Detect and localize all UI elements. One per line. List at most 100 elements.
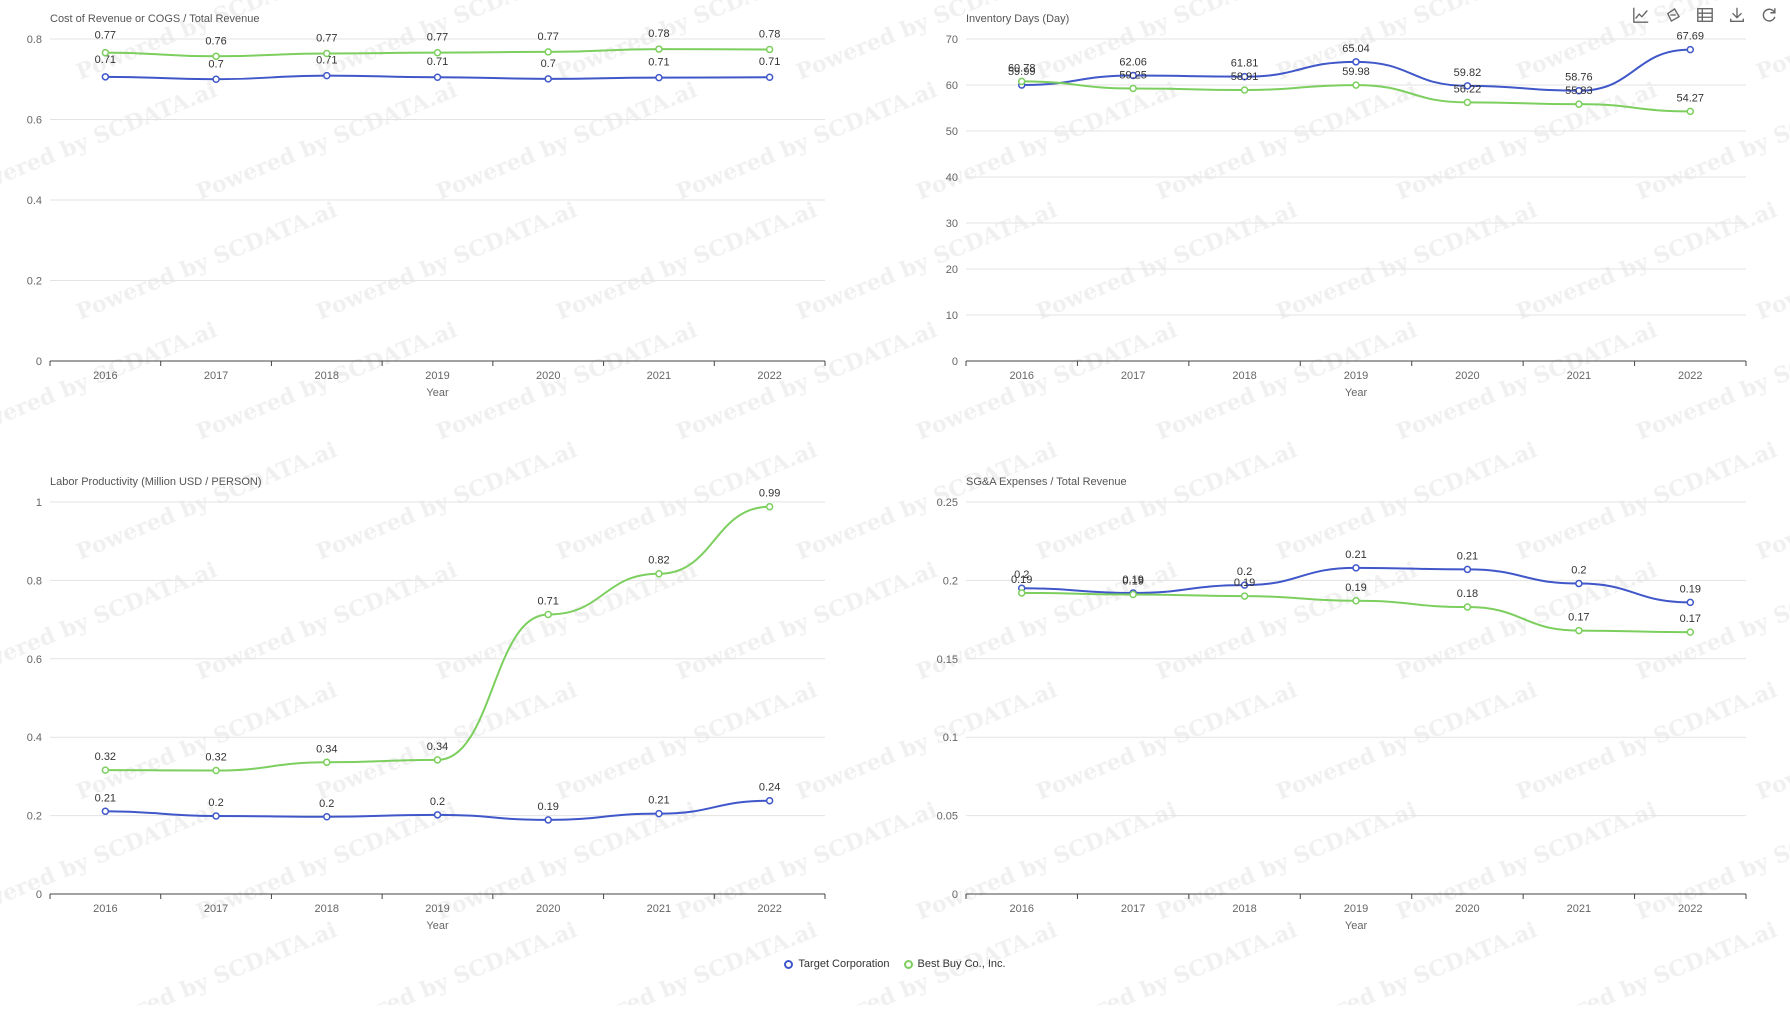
cogs-ratio-xtick-label: 2021 xyxy=(647,370,671,382)
sga-ratio-target-point xyxy=(1463,565,1472,574)
labor-productivity-target-point xyxy=(433,811,442,819)
cogs-ratio-bestbuy-point xyxy=(101,48,110,57)
line-chart-tool[interactable] xyxy=(1630,4,1652,26)
watermark-text: Powered by SCDATA.ai xyxy=(73,437,341,566)
cogs-ratio-target-data-label: 0.71 xyxy=(648,57,669,69)
labor-productivity-target-point xyxy=(323,813,331,821)
labor-productivity-bestbuy-data-label: 0.32 xyxy=(205,752,226,764)
cogs-ratio-target-point xyxy=(101,73,110,81)
data-view-tool[interactable] xyxy=(1694,4,1716,26)
labor-productivity-xtick-label: 2021 xyxy=(647,903,671,915)
inventory-days-bestbuy-point xyxy=(1575,100,1583,108)
download-tool[interactable] xyxy=(1726,4,1748,26)
inventory-days-target-data-label: 65.04 xyxy=(1342,43,1370,55)
labor-productivity-target-data-label: 0.19 xyxy=(538,801,559,813)
sga-ratio-xtick-label: 2021 xyxy=(1567,903,1591,915)
watermark-text: Powered by SCDATA.ai xyxy=(1153,77,1421,206)
cogs-ratio-bestbuy-point xyxy=(544,48,552,56)
labor-productivity-xtick-label: 2020 xyxy=(536,903,560,915)
cogs-ratio-xtick-label: 2020 xyxy=(536,370,560,382)
labor-productivity-chart: Labor Productivity (Million USD / PERSON… xyxy=(27,476,826,932)
watermark-text: Powered by SCDATA.ai xyxy=(1513,437,1781,566)
cogs-ratio-ytick-label: 0.4 xyxy=(27,195,42,207)
labor-productivity-target-point xyxy=(655,809,663,818)
cogs-ratio-target-point xyxy=(212,75,220,83)
cogs-ratio-x-axis-label: Year xyxy=(426,387,449,399)
inventory-days-chart: Inventory Days (Day) 0 10 20 30 40 50 60 70 2016 2… xyxy=(946,13,1747,399)
inventory-days-target-point xyxy=(1240,72,1249,81)
labor-productivity-target-point xyxy=(101,807,110,816)
cogs-ratio-target-data-label: 0.71 xyxy=(759,56,780,68)
legend-item-target[interactable]: Target Corporation xyxy=(784,958,890,970)
sga-ratio-target-point xyxy=(1352,564,1360,572)
watermark-text: Powered by SCDATA.ai xyxy=(553,197,821,326)
labor-productivity-bestbuy-data-label: 0.82 xyxy=(648,555,669,567)
cogs-ratio-bestbuy-point xyxy=(765,45,774,54)
cogs-ratio-target-point xyxy=(765,73,774,81)
cogs-ratio-target-point xyxy=(433,73,442,81)
sga-ratio-target-data-label: 0.2 xyxy=(1237,566,1252,578)
sga-ratio-xtick-label: 2016 xyxy=(1009,903,1033,915)
labor-productivity-xtick-label: 2019 xyxy=(425,903,449,915)
cogs-ratio-xtick-label: 2022 xyxy=(757,370,781,382)
labor-productivity-target-data-label: 0.21 xyxy=(648,795,669,807)
refresh-tool[interactable] xyxy=(1758,4,1780,26)
legend-swatch-target xyxy=(784,959,794,969)
inventory-days-bestbuy-data-label: 59.98 xyxy=(1342,66,1370,78)
sga-ratio-x-axis-label: Year xyxy=(1345,920,1368,932)
labor-productivity-bestbuy-point xyxy=(101,766,110,774)
watermark-text: Powered by SCDATA.ai xyxy=(673,77,941,206)
legend-label-target: Target Corporation xyxy=(798,958,890,970)
cogs-ratio-bestbuy-data-label: 0.78 xyxy=(648,28,669,40)
line-chart-icon xyxy=(1633,7,1649,23)
cogs-ratio-target-point xyxy=(544,75,552,83)
labor-productivity-xtick-label: 2022 xyxy=(757,903,781,915)
sga-ratio-bestbuy-data-label: 0.17 xyxy=(1568,612,1589,624)
labor-productivity-target-point xyxy=(544,816,552,824)
cogs-ratio-target-data-label: 0.7 xyxy=(541,58,556,70)
inventory-days-xtick-label: 2016 xyxy=(1009,370,1033,382)
watermark-text: Powered by SCDATA.ai xyxy=(193,557,461,686)
cogs-ratio-bestbuy-data-label: 0.77 xyxy=(427,32,448,44)
labor-productivity-ytick-label: 0.6 xyxy=(27,654,42,666)
labor-productivity-ytick-label: 0.8 xyxy=(27,575,42,587)
watermark-text: Powered by SCDATA.ai xyxy=(1513,197,1781,326)
inventory-days-xtick-label: 2018 xyxy=(1232,370,1256,382)
bar-chart-tool[interactable] xyxy=(1662,4,1684,26)
inventory-days-bestbuy-data-label: 56.22 xyxy=(1454,83,1482,95)
cogs-ratio-bestbuy-data-label: 0.77 xyxy=(95,30,116,42)
data-view-icon xyxy=(1697,8,1713,22)
watermark-text: Powered by SCDATA.ai xyxy=(1033,197,1301,326)
inventory-days-bestbuy-data-label: 60.78 xyxy=(1008,62,1036,74)
watermark-text: Powered by SCDATA.ai xyxy=(1273,197,1541,326)
labor-productivity-target-data-label: 0.21 xyxy=(95,792,116,804)
sga-ratio-bestbuy-point xyxy=(1575,626,1583,635)
labor-productivity-ytick-label: 0.2 xyxy=(27,811,42,823)
inventory-days-bestbuy-data-label: 54.27 xyxy=(1677,92,1705,104)
watermark-text: Powered by SCDATA.ai xyxy=(553,677,821,806)
inventory-days-ytick-label: 70 xyxy=(946,34,958,46)
labor-productivity-bestbuy-point xyxy=(765,502,774,511)
inventory-days-bestbuy-data-label: 59.25 xyxy=(1119,69,1147,81)
legend-item-bestbuy[interactable]: Best Buy Co., Inc. xyxy=(903,958,1006,970)
labor-productivity-xtick-label: 2016 xyxy=(93,903,117,915)
watermark-text: Powered by SCDATA.ai xyxy=(793,437,1061,566)
inventory-days-target-point xyxy=(1352,58,1360,66)
cogs-ratio-ytick-label: 0.2 xyxy=(27,276,42,288)
labor-productivity-bestbuy-point xyxy=(433,756,442,764)
cogs-ratio-title: Cost of Revenue or COGS / Total Revenue xyxy=(50,13,260,25)
labor-productivity-bestbuy-data-label: 0.34 xyxy=(316,743,337,755)
inventory-days-target-point xyxy=(1686,45,1695,54)
labor-productivity-title: Labor Productivity (Million USD / PERSON… xyxy=(50,476,262,488)
labor-productivity-target-data-label: 0.2 xyxy=(430,796,445,808)
cogs-ratio-bestbuy-data-label: 0.77 xyxy=(538,31,559,43)
cogs-ratio-bestbuy-point xyxy=(433,48,442,57)
inventory-days-ytick-label: 40 xyxy=(946,172,958,184)
cogs-ratio-chart: Cost of Revenue or COGS / Total Revenue 0… xyxy=(27,13,826,399)
watermark-text: Powered by SCDATA.ai xyxy=(1513,677,1781,806)
watermark-text: Powered by SCDATA.ai xyxy=(1273,677,1541,806)
cogs-ratio-xtick-label: 2018 xyxy=(315,370,339,382)
sga-ratio-bestbuy-data-label: 0.17 xyxy=(1680,613,1701,625)
inventory-days-target-data-label: 58.76 xyxy=(1565,72,1593,84)
inventory-days-bestbuy-data-label: 58.91 xyxy=(1231,71,1259,83)
